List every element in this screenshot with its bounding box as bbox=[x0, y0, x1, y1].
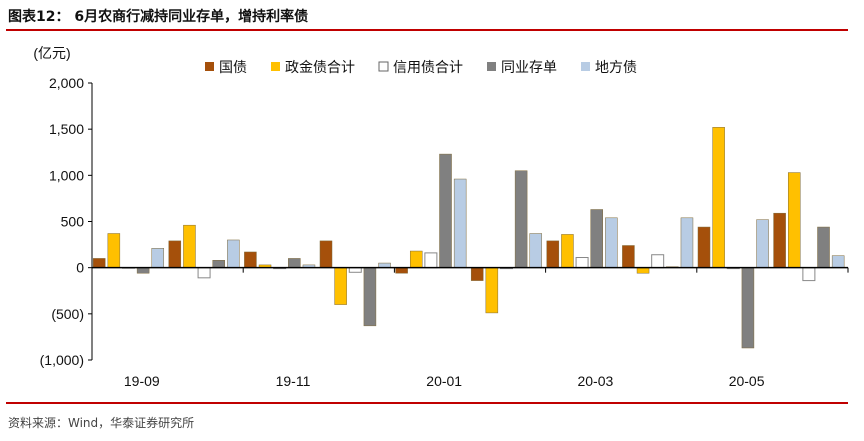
bar-信用债合计 bbox=[575, 257, 589, 269]
bar-地方债 bbox=[227, 239, 240, 268]
bar-地方债 bbox=[453, 178, 467, 268]
bar-政金债合计 bbox=[107, 233, 121, 268]
bar-同业存单 bbox=[590, 209, 603, 268]
bar-政金债合计 bbox=[636, 267, 650, 274]
bar-国债 bbox=[395, 267, 408, 274]
bar-信用债合计 bbox=[424, 252, 438, 269]
legend-label: 同业存单 bbox=[501, 59, 557, 75]
bar-政金债合计 bbox=[485, 267, 499, 314]
legend-label: 信用债合计 bbox=[393, 59, 463, 75]
bar-地方债 bbox=[605, 217, 618, 268]
legend-swatch bbox=[271, 62, 280, 71]
bar-地方债 bbox=[756, 219, 769, 268]
bar-信用债合计 bbox=[197, 267, 211, 279]
legend-swatch bbox=[581, 62, 590, 71]
y-tick-label: 1,000 bbox=[49, 167, 84, 183]
y-tick-label: 1,500 bbox=[49, 121, 84, 137]
bar-地方债 bbox=[680, 217, 694, 268]
bar-政金债合计 bbox=[334, 267, 347, 305]
footer-divider bbox=[6, 402, 848, 404]
x-tick-label: 19-11 bbox=[276, 373, 311, 389]
bar-政金债合计 bbox=[409, 250, 423, 268]
y-tick-label: 2,000 bbox=[49, 75, 84, 91]
bar-信用债合计 bbox=[651, 254, 665, 269]
legend-label: 政金债合计 bbox=[285, 59, 355, 75]
y-axis-unit: (亿元) bbox=[33, 45, 70, 61]
bar-国债 bbox=[622, 245, 635, 268]
bar-国债 bbox=[546, 240, 560, 268]
bar-国债 bbox=[244, 251, 257, 268]
bar-同业存单 bbox=[288, 258, 301, 268]
bar-同业存单 bbox=[514, 170, 528, 268]
bar-同业存单 bbox=[212, 260, 225, 268]
bar-同业存单 bbox=[136, 267, 150, 274]
legend-swatch bbox=[487, 62, 496, 71]
bar-同业存单 bbox=[363, 267, 377, 327]
legend-label: 地方债 bbox=[595, 59, 637, 75]
source-note: 资料来源：Wind，华泰证券研究所 bbox=[8, 416, 195, 430]
bar-国债 bbox=[697, 226, 711, 268]
legend-swatch bbox=[378, 61, 389, 72]
bar-国债 bbox=[773, 212, 786, 268]
bar-政金债合计 bbox=[183, 224, 196, 268]
title-divider bbox=[6, 29, 848, 31]
chart-title: 图表12： 6月农商行减持同业存单，增持利率债 bbox=[8, 9, 309, 25]
legend-label: 国债 bbox=[219, 59, 247, 75]
bar-地方债 bbox=[831, 255, 845, 268]
bar-地方债 bbox=[151, 248, 165, 268]
bar-政金债合计 bbox=[712, 127, 725, 268]
bar-国债 bbox=[319, 240, 333, 268]
legend-swatch bbox=[205, 62, 214, 71]
bar-国债 bbox=[470, 267, 484, 281]
bar-同业存单 bbox=[439, 153, 452, 268]
x-tick-label: 19-09 bbox=[124, 373, 160, 389]
bar-政金债合计 bbox=[787, 172, 801, 268]
bar-国债 bbox=[168, 240, 182, 268]
y-tick-label: 0 bbox=[76, 260, 84, 276]
bar-国债 bbox=[92, 258, 106, 268]
x-tick-label: 20-05 bbox=[729, 373, 765, 389]
bar-同业存单 bbox=[741, 267, 755, 349]
y-tick-label: (500) bbox=[51, 306, 84, 322]
bar-地方债 bbox=[529, 233, 543, 268]
bar-信用债合计 bbox=[802, 267, 816, 282]
bar-同业存单 bbox=[817, 226, 830, 268]
x-tick-label: 20-03 bbox=[577, 373, 613, 389]
y-tick-label: (1,000) bbox=[40, 352, 84, 368]
x-tick-label: 20-01 bbox=[426, 373, 462, 389]
bar-政金债合计 bbox=[561, 234, 574, 268]
y-tick-label: 500 bbox=[61, 214, 85, 230]
